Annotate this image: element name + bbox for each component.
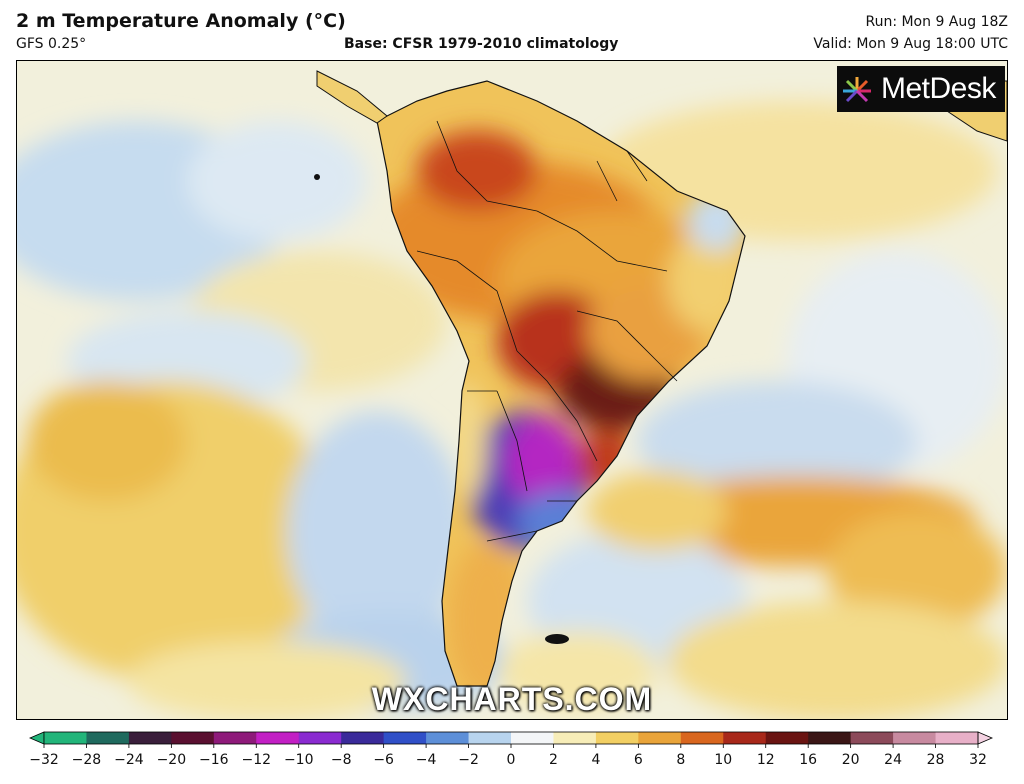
colorbar-tick-label: 32 xyxy=(969,752,987,768)
chart-title: 2 m Temperature Anomaly (°C) xyxy=(16,10,346,32)
map-canvas xyxy=(17,61,1007,719)
colorbar-segment xyxy=(680,732,724,744)
ocean-anomaly-field xyxy=(17,101,1007,719)
colorbar-tick-label: −20 xyxy=(157,752,187,768)
colorbar-tick-label: 20 xyxy=(842,752,860,768)
colorbar-tick-label: 4 xyxy=(591,752,600,768)
colorbar-segment xyxy=(128,732,172,744)
model-label: GFS 0.25° xyxy=(16,36,87,52)
colorbar-ticks: −32 −28 −24 −20 −16 −12 −10 −8 −6 −4 −2 0 2 4 6 8 10 12 16… xyxy=(29,744,987,768)
colorbar-tick-label: −24 xyxy=(114,752,144,768)
colorbar-tick-label: 16 xyxy=(799,752,817,768)
metdesk-logo: MetDesk xyxy=(837,66,1005,112)
valid-time-label: Valid: Mon 9 Aug 18:00 UTC xyxy=(813,36,1008,52)
colorbar-tick-label: −32 xyxy=(29,752,59,768)
colorbar-tick-label: −2 xyxy=(458,752,479,768)
colorbar-tick-label: 6 xyxy=(634,752,643,768)
galapagos-islands xyxy=(314,174,320,180)
country-borders xyxy=(416,120,678,542)
colorbar-tick-label: 24 xyxy=(884,752,902,768)
colorbar-tick-label: −16 xyxy=(199,752,229,768)
colorbar-right-arrow xyxy=(977,731,994,745)
colorbar-tick-label: −6 xyxy=(373,752,394,768)
colorbar-tick-label: −28 xyxy=(72,752,102,768)
colorbar-segment xyxy=(595,732,639,744)
run-time-label: Run: Mon 9 Aug 18Z xyxy=(865,14,1008,30)
colorbar-segment xyxy=(426,732,470,744)
metdesk-logo-icon xyxy=(843,77,871,103)
colorbar-segment xyxy=(171,732,215,744)
colorbar-segment xyxy=(935,732,979,744)
colorbar-segment xyxy=(341,732,385,744)
base-climatology-label: Base: CFSR 1979-2010 climatology xyxy=(344,36,619,52)
colorbar-segment xyxy=(765,732,809,744)
colorbar-tick-label: 8 xyxy=(676,752,685,768)
colorbar-tick-label: 10 xyxy=(714,752,732,768)
falkland-islands xyxy=(545,634,569,644)
colorbar-tick-label: 0 xyxy=(507,752,516,768)
colorbar-tick-label: 12 xyxy=(757,752,775,768)
metdesk-logo-text: MetDesk xyxy=(881,72,996,105)
colorbar-segment xyxy=(850,732,894,744)
colorbar-tick-label: −10 xyxy=(284,752,314,768)
colorbar-segment xyxy=(511,732,554,744)
colorbar-segment xyxy=(44,732,87,744)
colorbar-left-arrow xyxy=(28,731,45,745)
colorbar-segment xyxy=(808,732,852,744)
colorbar-tick-label: 2 xyxy=(549,752,558,768)
colorbar-segment xyxy=(723,732,767,744)
colorbar: −32 −28 −24 −20 −16 −12 −10 −8 −6 −4 −2 0 2 4 6 8 10 12 16… xyxy=(28,731,994,768)
anomaly-map: MetDesk WXCHARTS.COM xyxy=(16,60,1008,720)
colorbar-segment xyxy=(383,732,427,744)
colorbar-tick-label: −12 xyxy=(241,752,271,768)
colorbar-segment xyxy=(638,732,682,744)
colorbar-segment xyxy=(213,732,257,744)
colorbar-tick-label: 28 xyxy=(927,752,945,768)
colorbar-segment xyxy=(468,732,512,744)
colorbar-segment xyxy=(893,732,937,744)
colorbar-tick-label: −4 xyxy=(416,752,437,768)
colorbar-segment xyxy=(256,732,300,744)
colorbar-segments xyxy=(28,731,994,745)
wxcharts-watermark: WXCHARTS.COM xyxy=(371,681,653,717)
colorbar-segment xyxy=(298,732,342,744)
colorbar-tick-label: −8 xyxy=(331,752,352,768)
colorbar-segment xyxy=(553,732,597,744)
colorbar-segment xyxy=(86,732,130,744)
